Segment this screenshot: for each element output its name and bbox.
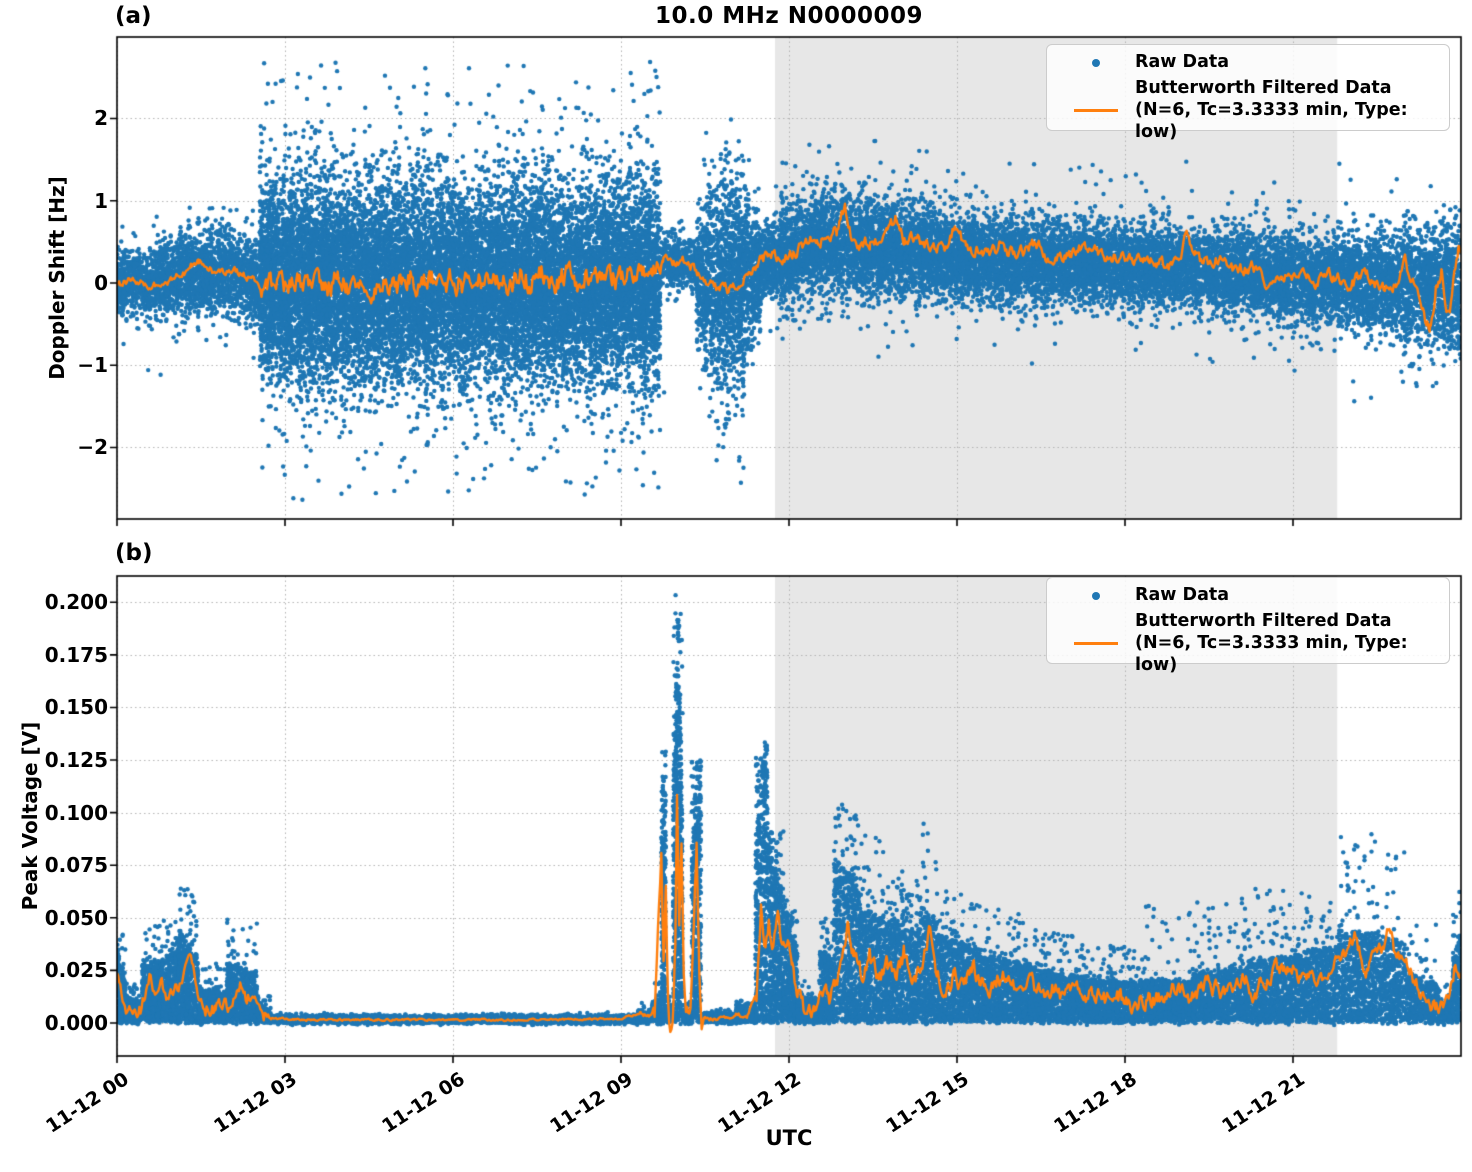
legend-filtered-line1: Butterworth Filtered Data	[1135, 77, 1392, 98]
x-axis-label-utc: UTC	[765, 1126, 813, 1150]
legend-entry-raw: Raw Data	[1057, 585, 1437, 607]
legend-filtered-line1: Butterworth Filtered Data	[1135, 610, 1392, 631]
raw-data-dot-icon	[1092, 58, 1100, 67]
legend-filtered-line2: (N=6, Tc=3.3333 min, Type: low)	[1135, 99, 1408, 142]
legend-marker-col	[1057, 591, 1135, 600]
legend-raw-label: Raw Data	[1135, 585, 1230, 605]
y-tick-label: 0.150	[44, 695, 108, 720]
y-tick-label: 0.100	[44, 800, 108, 825]
y-tick-label: −2	[77, 435, 108, 460]
y-tick-label: −1	[77, 353, 108, 378]
legend-marker-col	[1057, 642, 1135, 646]
y-tick-label: 0.000	[44, 1010, 108, 1035]
y-tick-label: 0.050	[44, 905, 108, 930]
y-tick-label: 0.025	[44, 958, 108, 983]
y-tick-label: 2	[94, 106, 108, 131]
y-tick-label: 0	[94, 270, 108, 295]
panel-b-label: (b)	[115, 540, 153, 566]
legend-filtered-label: Butterworth Filtered Data (N=6, Tc=3.333…	[1135, 78, 1437, 144]
y-axis-label-doppler: Doppler Shift [Hz]	[45, 176, 69, 380]
legend-marker-col	[1057, 58, 1135, 67]
legend-entry-filtered: Butterworth Filtered Data (N=6, Tc=3.333…	[1057, 611, 1437, 677]
panel-a-label: (a)	[115, 3, 152, 29]
legend-entry-raw: Raw Data	[1057, 52, 1437, 74]
y-tick-label: 0.175	[44, 642, 108, 667]
figure-title: 10.0 MHz N0000009	[654, 3, 924, 29]
y-tick-label: 0.200	[44, 590, 108, 615]
y-axis-label-voltage: Peak Voltage [V]	[18, 721, 42, 911]
legend-raw-label: Raw Data	[1135, 52, 1230, 72]
filtered-line-icon	[1074, 642, 1118, 646]
y-tick-label: 1	[94, 188, 108, 213]
raw-data-dot-icon	[1092, 591, 1100, 600]
y-tick-label: 0.075	[44, 853, 108, 878]
legend-entry-filtered: Butterworth Filtered Data (N=6, Tc=3.333…	[1057, 78, 1437, 144]
legend-panel-a: Raw Data Butterworth Filtered Data (N=6,…	[1046, 44, 1450, 142]
legend-panel-b: Raw Data Butterworth Filtered Data (N=6,…	[1046, 577, 1450, 675]
legend-filtered-label: Butterworth Filtered Data (N=6, Tc=3.333…	[1135, 611, 1437, 677]
y-tick-label: 0.125	[44, 748, 108, 773]
legend-filtered-line2: (N=6, Tc=3.3333 min, Type: low)	[1135, 632, 1408, 675]
legend-marker-col	[1057, 109, 1135, 113]
filtered-line-icon	[1074, 109, 1118, 113]
